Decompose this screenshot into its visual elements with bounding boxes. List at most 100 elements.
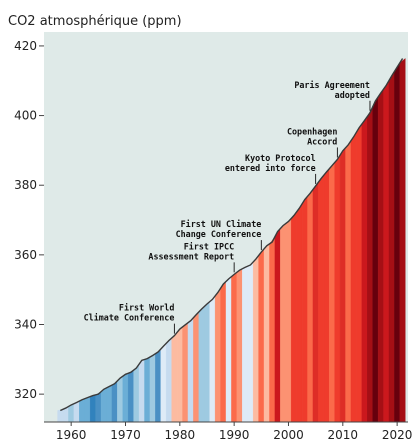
warming-stripe xyxy=(182,322,189,423)
y-axis-ticks: 320 340 360 380 400 420 xyxy=(14,39,44,401)
warming-stripe xyxy=(242,265,248,423)
warming-stripe xyxy=(367,106,373,423)
warming-stripe xyxy=(193,311,200,423)
warming-stripe xyxy=(318,174,324,423)
warming-stripe xyxy=(171,331,178,423)
y-tick-label: 420 xyxy=(14,39,37,53)
warming-stripe xyxy=(307,188,314,423)
warming-stripe xyxy=(388,70,395,423)
warming-stripe xyxy=(329,162,335,423)
warming-stripe xyxy=(117,375,123,423)
warming-stripe xyxy=(269,236,276,423)
warming-stripe xyxy=(361,115,368,423)
warming-stripe xyxy=(231,271,238,423)
annotation-label: Accord xyxy=(307,136,337,146)
warming-stripe xyxy=(57,409,64,423)
warming-stripe xyxy=(339,147,346,423)
warming-stripe xyxy=(220,280,227,423)
warming-stripes xyxy=(57,58,406,423)
warming-stripe xyxy=(383,79,390,423)
y-tick-label: 360 xyxy=(14,248,37,262)
warming-stripe xyxy=(377,88,384,423)
warming-stripe xyxy=(345,140,352,423)
y-tick-label: 320 xyxy=(14,387,37,401)
warming-stripe xyxy=(133,363,140,423)
warming-stripe xyxy=(263,243,270,423)
warming-stripe xyxy=(252,255,259,423)
warming-stripe xyxy=(106,384,113,423)
warming-stripe xyxy=(356,123,363,423)
annotation-label: adopted xyxy=(335,90,370,100)
warming-stripe xyxy=(312,181,319,423)
x-tick-label: 2020 xyxy=(382,428,412,442)
warming-stripe xyxy=(274,227,281,423)
x-tick-label: 2010 xyxy=(328,428,359,442)
warming-stripe xyxy=(144,356,151,423)
x-tick-label: 1990 xyxy=(219,428,250,442)
warming-stripe xyxy=(111,380,118,423)
warming-stripe xyxy=(138,359,145,423)
warming-stripe xyxy=(258,248,265,423)
y-tick-label: 400 xyxy=(14,109,37,123)
warming-stripe xyxy=(225,276,232,423)
y-tick-label: 340 xyxy=(14,318,37,332)
warming-stripe xyxy=(296,203,303,423)
x-tick-label: 1980 xyxy=(165,428,196,442)
warming-stripe xyxy=(394,62,401,423)
warming-stripe xyxy=(372,96,379,423)
warming-stripe xyxy=(198,306,205,423)
x-axis-ticks: 1960 1970 1980 1990 2000 2010 2020 xyxy=(56,422,412,442)
warming-stripe xyxy=(79,398,85,423)
x-tick-label: 1960 xyxy=(56,428,87,442)
warming-stripe xyxy=(301,195,308,423)
warming-stripe xyxy=(236,268,243,423)
chart-title: CO2 atmosphérique (ppm) xyxy=(8,14,182,29)
annotation-label: Assessment Report xyxy=(148,251,234,261)
warming-stripe xyxy=(209,295,216,423)
annotation-label: First UN Climate xyxy=(181,219,262,229)
warming-stripe xyxy=(290,211,297,423)
warming-stripe xyxy=(89,394,96,423)
annotation-label: Paris Agreement xyxy=(294,80,370,90)
co2-series-line xyxy=(60,58,404,412)
warming-stripe xyxy=(323,168,330,423)
x-tick-label: 1970 xyxy=(110,428,141,442)
x-tick-label: 2000 xyxy=(273,428,304,442)
warming-stripe xyxy=(128,369,134,423)
warming-stripe xyxy=(166,337,172,423)
warming-stripe xyxy=(155,348,162,423)
warming-stripe xyxy=(214,287,221,423)
warming-stripe xyxy=(204,301,210,423)
warming-stripe xyxy=(285,218,292,423)
annotation-label: First IPCC xyxy=(184,241,234,251)
warming-stripe xyxy=(73,400,80,423)
warming-stripe xyxy=(160,342,167,423)
annotation-label: Copenhagen xyxy=(287,126,337,136)
warming-stripe xyxy=(84,396,91,423)
annotation-label: Change Conference xyxy=(176,229,262,239)
warming-stripe xyxy=(122,372,129,423)
warming-stripe xyxy=(149,353,156,423)
warming-stripe xyxy=(247,261,254,423)
annotation-label: Climate Conference xyxy=(84,313,175,323)
annotation-label: First World xyxy=(119,303,174,313)
warming-stripe xyxy=(100,387,107,423)
warming-stripe xyxy=(334,154,341,423)
warming-stripe xyxy=(187,317,194,423)
annotation-label: entered into force xyxy=(225,163,316,173)
y-tick-label: 380 xyxy=(14,178,37,192)
warming-stripe xyxy=(95,391,102,423)
warming-stripe xyxy=(176,326,183,423)
annotation-label: Kyoto Protocol xyxy=(245,153,316,163)
warming-stripe xyxy=(350,131,357,423)
warming-stripe xyxy=(399,58,406,423)
warming-stripe xyxy=(280,223,286,423)
